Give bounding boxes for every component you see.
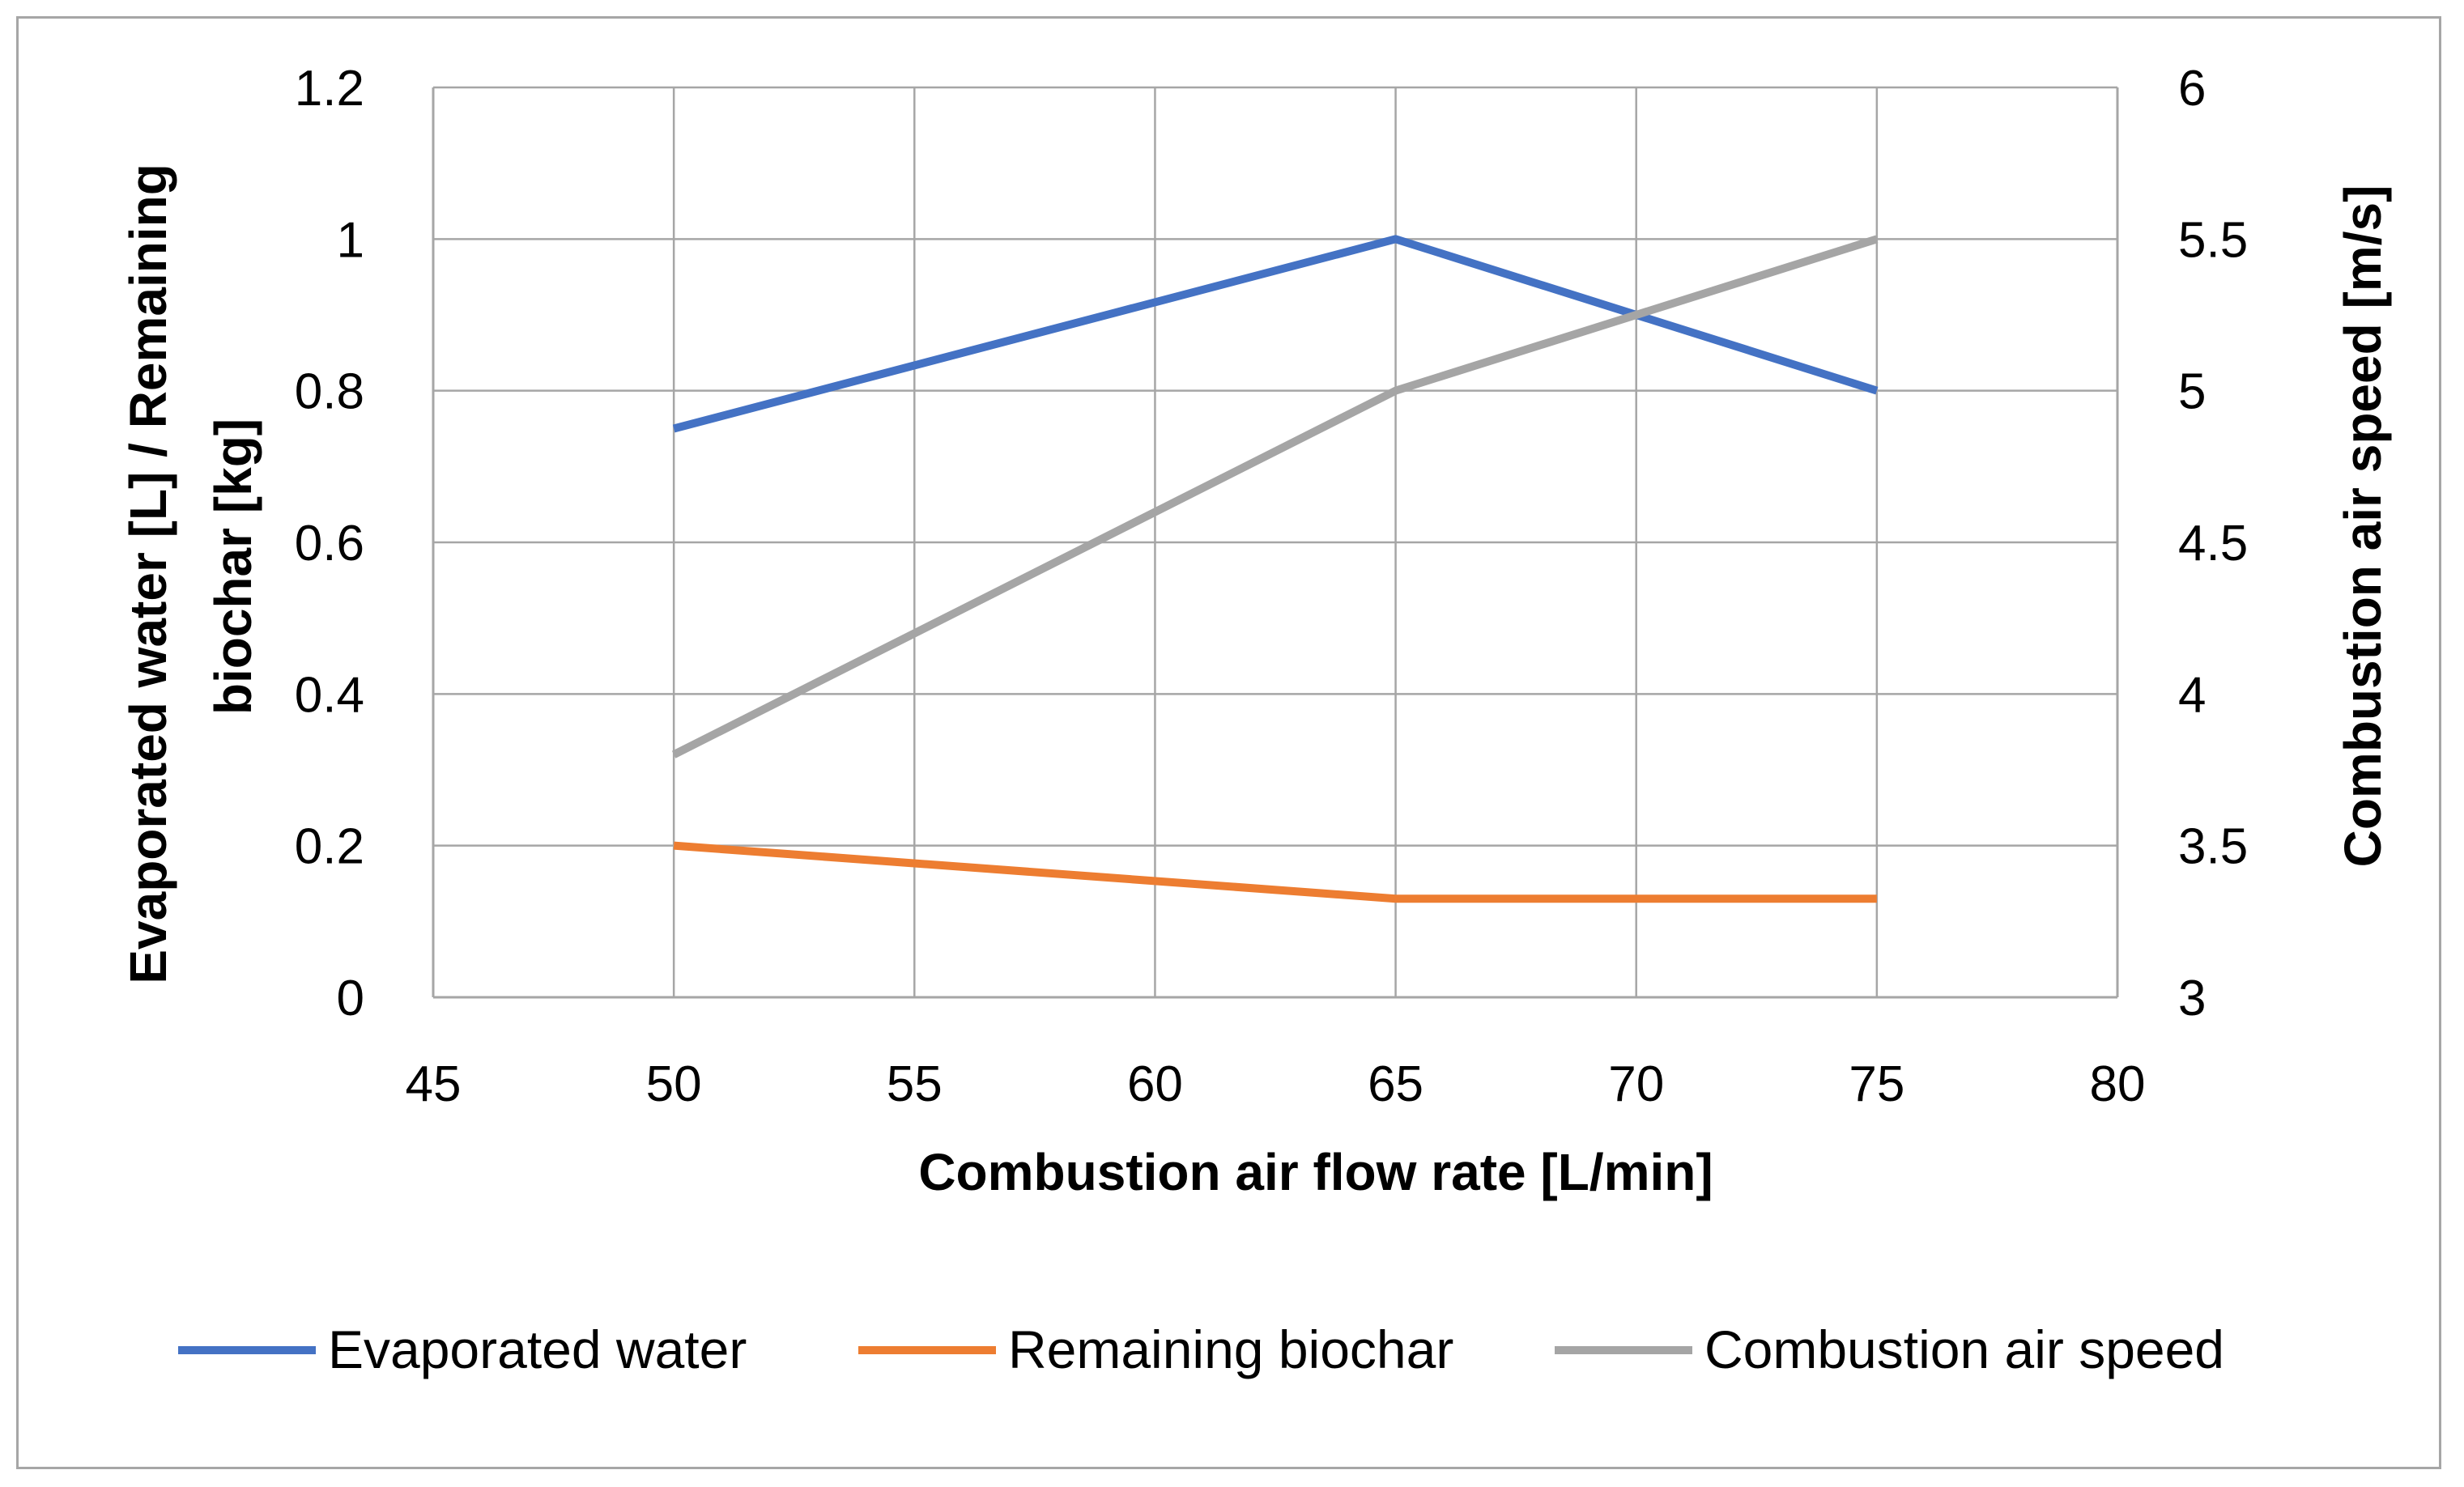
- y2-tick-label: 3.5: [2178, 819, 2248, 875]
- y-tick-label: 0.6: [295, 516, 364, 571]
- y-tick-label: 0: [337, 971, 364, 1026]
- x-tick-label: 65: [1368, 1056, 1424, 1112]
- y2-axis-title: Combustion air speed [m/s]: [2334, 185, 2392, 868]
- series-lines: [671, 235, 1879, 903]
- y2-tick-label: 3: [2178, 971, 2206, 1026]
- series-line-remaining-biochar: [673, 841, 1877, 903]
- chart-frame: [16, 16, 2441, 1469]
- y-tick-label: 0.2: [295, 819, 364, 875]
- y-axis-title-line-2: biochar [kg]: [204, 418, 262, 715]
- tick-labels: 00.20.40.60.811.245 50 55 60 65 70 75 8033.544.…: [295, 61, 2248, 1112]
- y2-tick-label: 5: [2178, 364, 2206, 420]
- legend-label-combustion-air-speed: Combustion air speed: [1704, 1319, 2224, 1379]
- x-tick-label: 70: [1608, 1056, 1664, 1112]
- y-axis-title-line-1: Evaporated water [L] / Remaining: [119, 164, 177, 984]
- legend-label-remaining-biochar: Remaining biochar: [1008, 1319, 1453, 1379]
- x-axis-title: Combustion air flow rate [L/min]: [918, 1143, 1713, 1201]
- legend: Evaporated water Remaining biochar Combust…: [178, 1319, 2224, 1379]
- x-tick-label: 80: [2090, 1056, 2146, 1112]
- y-tick-label: 0.4: [295, 667, 364, 723]
- x-tick-label: 75: [1849, 1056, 1904, 1112]
- y-tick-label: 1.2: [295, 61, 364, 117]
- grid: [432, 86, 2119, 997]
- axes: [432, 87, 2119, 999]
- y2-tick-label: 4: [2178, 667, 2206, 723]
- y2-tick-label: 6: [2178, 61, 2206, 117]
- y2-tick-label: 5.5: [2178, 212, 2248, 268]
- legend-label-evaporated-water: Evaporated water: [328, 1319, 747, 1379]
- y-tick-label: 1: [337, 212, 364, 268]
- series-line-evaporated-water: [672, 235, 1879, 433]
- y-tick-label: 0.8: [295, 364, 364, 420]
- y2-tick-label: 4.5: [2178, 516, 2248, 571]
- x-tick-label: 50: [646, 1056, 702, 1112]
- x-tick-label: 45: [406, 1056, 462, 1112]
- x-tick-label: 55: [887, 1056, 943, 1112]
- y-axis-title: Evaporated water [L] / Remaining biochar…: [119, 149, 262, 984]
- x-tick-label: 60: [1127, 1056, 1183, 1112]
- series-line-combustion-air-speed: [671, 235, 1879, 758]
